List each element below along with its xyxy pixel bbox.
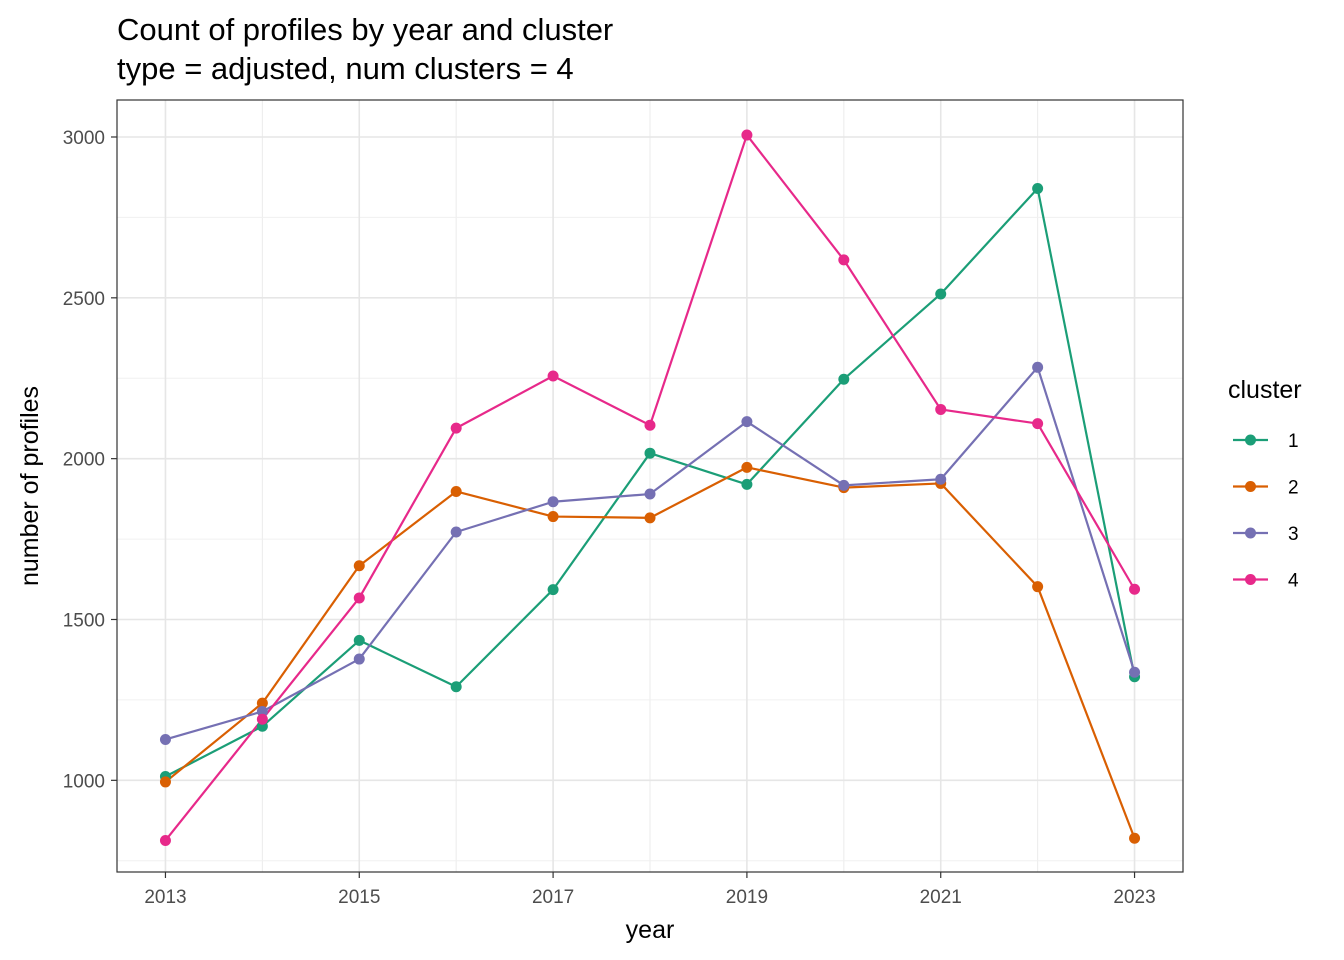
- series-1-point: [838, 373, 850, 385]
- chart-subtitle: type = adjusted, num clusters = 4: [117, 51, 574, 86]
- series-1-point: [1032, 182, 1044, 194]
- x-tick-label: 2023: [1113, 887, 1155, 908]
- x-tick-label: 2021: [920, 887, 962, 908]
- series-4-point: [547, 370, 559, 382]
- series-4-point: [159, 834, 171, 846]
- series-3-point: [159, 733, 171, 745]
- series-2-point: [256, 697, 268, 709]
- series-1-point: [547, 584, 559, 596]
- series-2-point: [1032, 581, 1044, 593]
- legend-label-3: 3: [1288, 524, 1299, 545]
- series-3-point: [935, 473, 947, 485]
- series-1-point: [353, 634, 365, 646]
- series-1-point: [935, 288, 947, 300]
- y-axis-title: number of profiles: [16, 386, 44, 586]
- series-2-point: [644, 512, 656, 524]
- series-4-point: [256, 713, 268, 725]
- legend-label-4: 4: [1288, 571, 1299, 592]
- series-1-point: [644, 447, 656, 459]
- legend-title: cluster: [1228, 376, 1302, 404]
- x-axis-title: year: [626, 916, 675, 944]
- y-tick-label: 1000: [63, 771, 105, 792]
- series-3-point: [1032, 361, 1044, 373]
- series-4-point: [353, 592, 365, 604]
- y-tick-label: 3000: [63, 128, 105, 149]
- panel-border: [116, 99, 1184, 873]
- series-1-point: [741, 478, 753, 490]
- series-3-point: [256, 705, 268, 717]
- series-2-point: [1129, 832, 1141, 844]
- chart-title: Count of profiles by year and cluster: [117, 12, 613, 47]
- series-4-point: [644, 419, 656, 431]
- legend-key-1-point: [1245, 434, 1256, 446]
- x-tick-label: 2015: [338, 887, 380, 908]
- series-2-point: [547, 511, 559, 523]
- x-tick-label: 2017: [532, 887, 574, 908]
- x-tick-label: 2013: [144, 887, 186, 908]
- series-1-point: [450, 681, 462, 693]
- series-3-point: [450, 526, 462, 538]
- series-2-point: [159, 776, 171, 788]
- y-tick-label: 2500: [63, 289, 105, 310]
- axis-ticks: 2013 2015 2017 2019 2021 2023 1000 1500 2000 2500…: [63, 128, 1156, 908]
- legend-key-2-point: [1245, 481, 1256, 492]
- legend-key-4-point: [1245, 574, 1256, 585]
- series-3-point: [1129, 666, 1141, 678]
- legend-label-2: 2: [1288, 478, 1299, 499]
- series-2-point: [450, 485, 462, 497]
- series-3-point: [353, 653, 365, 665]
- series-4-point: [838, 254, 850, 266]
- series-4-point: [450, 422, 462, 434]
- series-3-point: [741, 416, 753, 428]
- y-tick-label: 2000: [63, 450, 105, 471]
- series-3-point: [547, 496, 559, 508]
- series-4-point: [1032, 418, 1044, 430]
- series-4-point: [741, 129, 753, 141]
- y-tick-label: 1500: [63, 610, 105, 631]
- legend-key-3-point: [1245, 527, 1256, 539]
- series-layer: [159, 129, 1141, 846]
- series-2-point: [353, 560, 365, 572]
- series-4-point: [1129, 583, 1141, 595]
- series-3-point: [838, 479, 850, 491]
- series-3-point: [644, 488, 656, 500]
- legend: cluster 1 2 3 4: [1228, 376, 1302, 592]
- series-2-point: [741, 461, 753, 473]
- x-tick-label: 2019: [726, 887, 768, 908]
- legend-label-1: 1: [1288, 431, 1299, 452]
- series-4-point: [935, 403, 947, 415]
